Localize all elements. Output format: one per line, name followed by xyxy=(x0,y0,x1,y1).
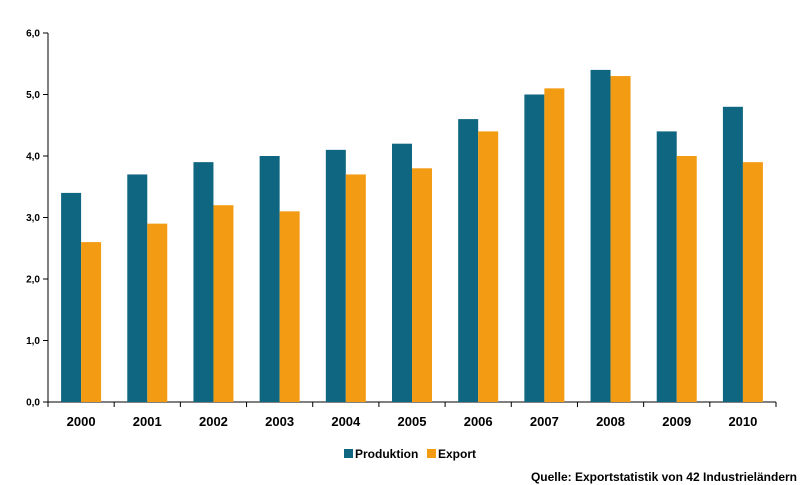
x-tick-label: 2008 xyxy=(596,414,625,429)
bar-export-2002 xyxy=(213,205,234,402)
bar-export-2010 xyxy=(742,162,763,402)
y-tick-label: 2,0 xyxy=(26,275,40,286)
bar-export-2000 xyxy=(81,242,102,402)
x-tick-label: 2001 xyxy=(133,414,162,429)
bar-produktion-2008 xyxy=(590,69,611,403)
bar-export-2003 xyxy=(279,211,300,402)
bar-produktion-2003 xyxy=(259,156,280,402)
legend-swatch-export xyxy=(427,449,436,458)
bar-export-2007 xyxy=(544,88,565,402)
x-tick-label: 2002 xyxy=(199,414,228,429)
x-tick-label: 2000 xyxy=(67,414,96,429)
source-annotation: Quelle: Exportstatistik von 42 Industrie… xyxy=(531,470,797,484)
bar-produktion-2009 xyxy=(656,131,677,402)
x-axis: 2000 2001 2002 2003 2004 2005 2006 2007 2008 2009… xyxy=(47,401,777,429)
bar-produktion-2007 xyxy=(524,94,545,402)
x-tick-label: 2007 xyxy=(530,414,559,429)
bar-produktion-2005 xyxy=(392,143,412,402)
bars-group xyxy=(61,69,763,403)
x-tick-label: 2004 xyxy=(331,414,361,429)
y-tick-label: 4,0 xyxy=(26,152,40,163)
legend: Produktion Export xyxy=(344,447,476,461)
bar-produktion-2001 xyxy=(127,174,148,402)
bar-export-2008 xyxy=(610,76,631,403)
bar-produktion-2010 xyxy=(722,106,743,403)
x-tick-label: 2003 xyxy=(265,414,294,429)
y-tick-label: 5,0 xyxy=(26,90,40,101)
x-tick-label: 2009 xyxy=(662,414,691,429)
x-tick-label: 2005 xyxy=(398,414,427,429)
bar-export-2004 xyxy=(345,174,366,402)
x-tick-label: 2010 xyxy=(728,414,757,429)
y-tick-label: 1,0 xyxy=(26,336,40,347)
y-tick-label: 0,0 xyxy=(26,398,40,409)
legend-label-export: Export xyxy=(438,447,476,461)
y-tick-label: 3,0 xyxy=(26,213,40,224)
x-tick-label: 2006 xyxy=(464,414,493,429)
y-axis: 0,0 1,0 2,0 3,0 4,0 5,0 6,0 xyxy=(26,29,49,409)
bar-produktion-2000 xyxy=(61,192,82,402)
bar-export-2009 xyxy=(676,156,697,402)
bar-export-2005 xyxy=(412,168,432,402)
bar-produktion-2002 xyxy=(193,162,214,402)
legend-swatch-produktion xyxy=(344,449,353,458)
legend-label-produktion: Produktion xyxy=(355,447,418,461)
y-tick-label: 6,0 xyxy=(26,29,40,40)
bar-export-2006 xyxy=(478,131,499,402)
bar-produktion-2006 xyxy=(458,119,479,402)
bar-produktion-2004 xyxy=(325,149,346,402)
bar-export-2001 xyxy=(147,223,168,402)
